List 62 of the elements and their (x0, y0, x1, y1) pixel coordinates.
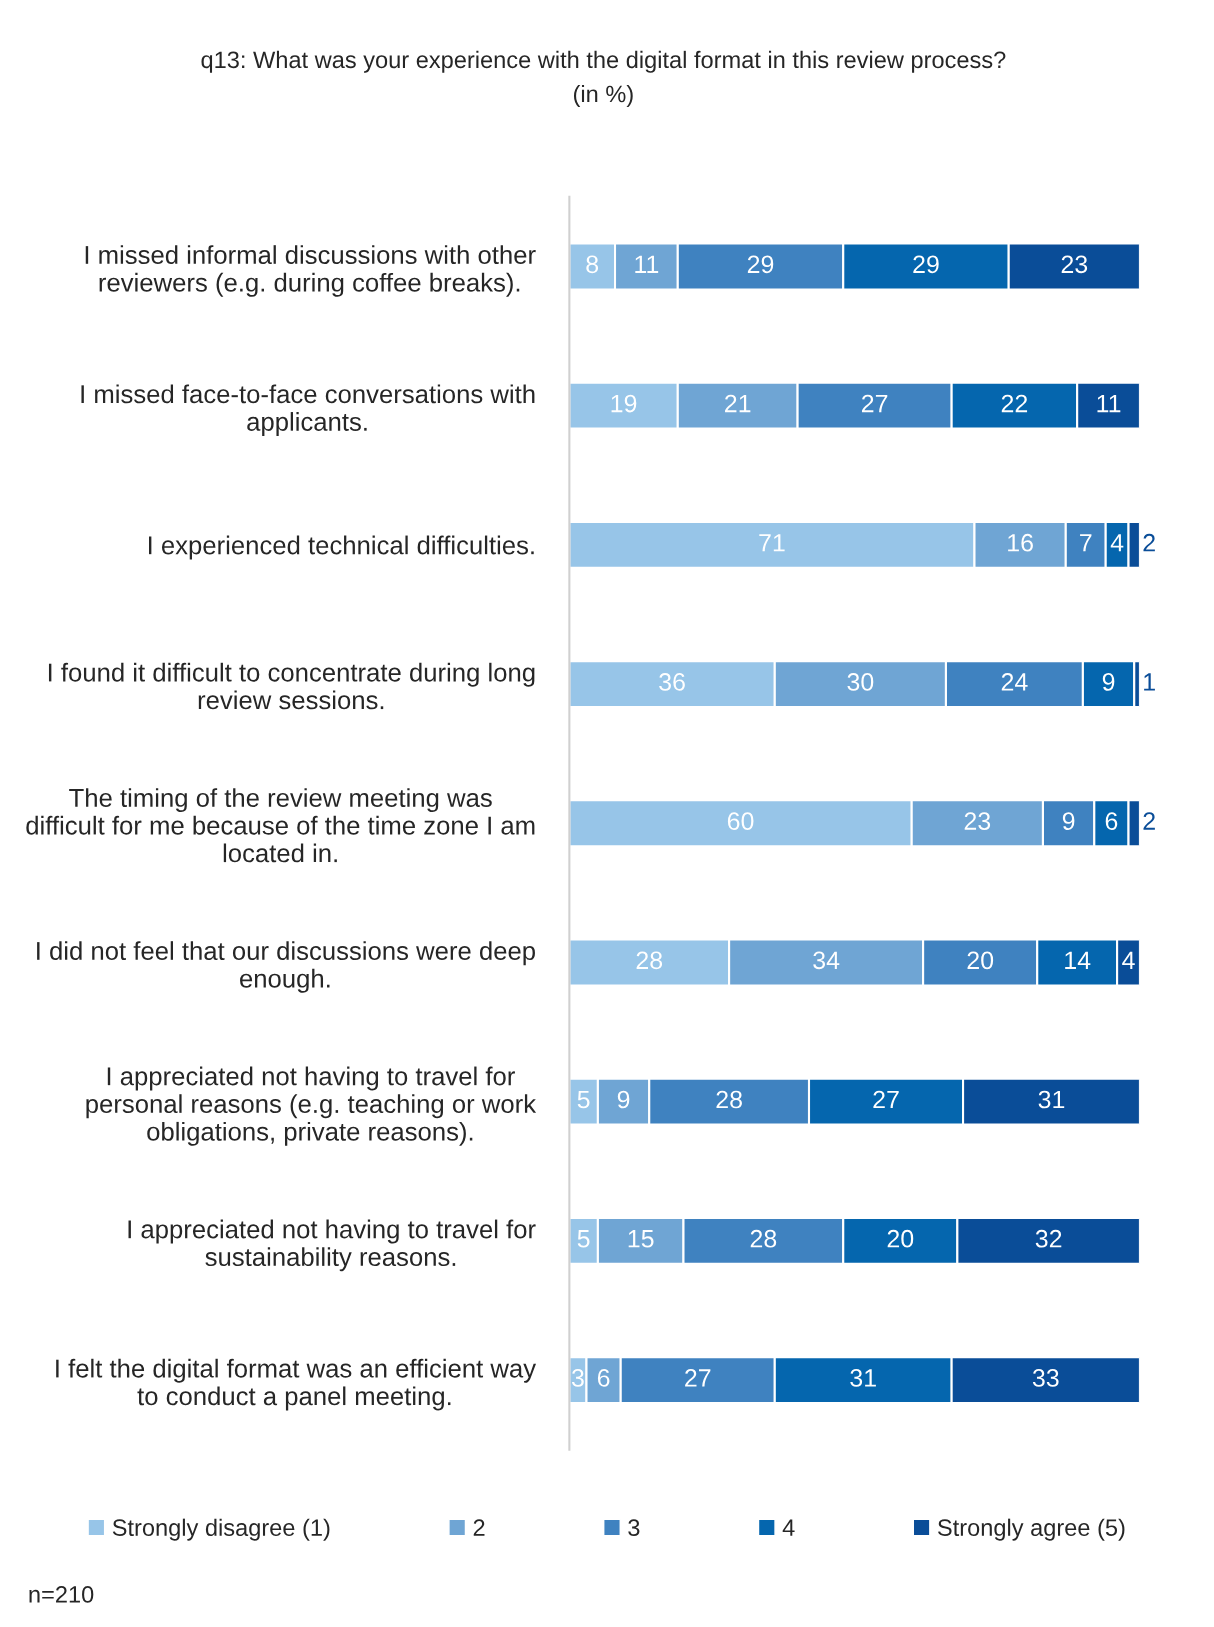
data-label: 27 (861, 394, 888, 413)
data-label: 7 (1080, 534, 1092, 552)
legend-label: Strongly disagree (1) (112, 1518, 330, 1541)
data-label: 36 (659, 673, 685, 691)
data-label: 4 (1122, 951, 1135, 969)
y-tick-label: I missed informal discussions with other reviewers (e.g. during coffee breaks). (85, 245, 536, 297)
data-label: 11 (1097, 394, 1121, 413)
data-label: 19 (611, 394, 637, 413)
data-label: 23 (1061, 255, 1088, 274)
data-label: 6 (597, 1369, 610, 1387)
data-label: 28 (750, 1229, 777, 1248)
data-label: 6 (1105, 812, 1118, 830)
data-label: 34 (813, 951, 840, 970)
y-tick-label: I missed face-to-face conversations with applicants. (81, 384, 535, 437)
data-label: 31 (1038, 1090, 1065, 1109)
data-label: 29 (913, 255, 939, 274)
data-label: 32 (1035, 1229, 1062, 1248)
data-label: 9 (1102, 673, 1115, 691)
data-label: 71 (759, 534, 785, 552)
data-label: 5 (577, 1090, 590, 1109)
data-label: 14 (1065, 951, 1091, 969)
data-label: 11 (635, 255, 659, 273)
text: n=210 (29, 1586, 94, 1603)
legend-label: 4 (782, 1519, 795, 1536)
data-label: 9 (617, 1090, 630, 1109)
legend-label: 2 (473, 1519, 485, 1536)
data-label: 3 (571, 1369, 584, 1387)
data-label: 20 (967, 951, 994, 970)
chart-title: q13: What was your experience with the digital format in this review process? (201, 50, 1006, 73)
data-label: 1 (1144, 673, 1155, 691)
data-label: 5 (577, 1230, 590, 1248)
data-label: 2 (1143, 533, 1155, 552)
data-label: 15 (628, 1230, 654, 1248)
data-label: 8 (586, 255, 599, 274)
data-label: 60 (727, 812, 754, 830)
chart-subtitle: (in %) (574, 84, 633, 107)
y-tick-label: The timing of the review meeting was difficult for me because of the time zone I am located in. (26, 788, 535, 863)
data-label: 27 (873, 1090, 899, 1109)
y-tick-label: I appreciated not having to travel for sustainability reasons. (128, 1219, 536, 1272)
data-label: 2 (1143, 812, 1155, 830)
y-tick-label: I found it difficult to concentrate during long review sessions. (48, 662, 535, 710)
data-label: 9 (1062, 812, 1075, 830)
data-label: 29 (747, 255, 774, 274)
data-label: 22 (1001, 394, 1028, 413)
data-label: 21 (725, 394, 751, 413)
data-label: 20 (887, 1229, 914, 1248)
y-tick-label: I did not feel that our discussions were deep enough. (37, 941, 535, 993)
data-label: 16 (1008, 533, 1033, 552)
data-label: 4 (1110, 534, 1124, 552)
y-tick-label: I appreciated not having to travel for personal reasons (e.g. teaching or work obligations, private reasons). (86, 1066, 537, 1146)
data-label: 24 (1001, 673, 1028, 691)
y-tick-label: I experienced technical difficulties. (148, 535, 534, 560)
legend-label: Strongly agree (5) (938, 1518, 1125, 1541)
data-label: 27 (685, 1369, 711, 1387)
data-label: 31 (850, 1369, 876, 1387)
legend-label: 3 (628, 1519, 640, 1536)
data-label: 33 (1032, 1369, 1059, 1387)
data-label: 28 (636, 951, 663, 970)
data-label: 23 (964, 812, 991, 830)
data-label: 30 (847, 673, 874, 691)
data-label: 28 (716, 1090, 742, 1109)
y-tick-label: I felt the digital format was an efficient way to conduct a panel meeting. (56, 1358, 537, 1411)
